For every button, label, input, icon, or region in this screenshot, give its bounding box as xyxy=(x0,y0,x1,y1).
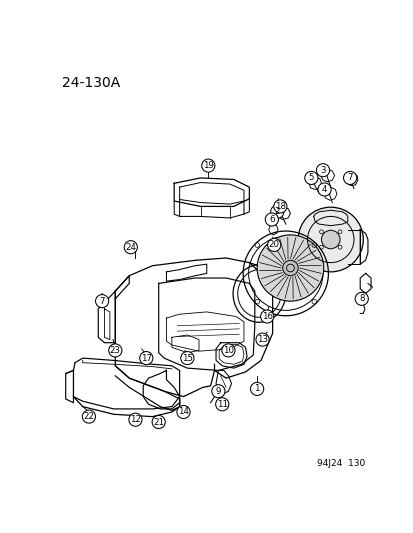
Text: 19: 19 xyxy=(202,161,213,170)
Text: 11: 11 xyxy=(216,400,227,409)
Circle shape xyxy=(320,230,339,249)
Circle shape xyxy=(176,406,190,418)
Circle shape xyxy=(273,200,286,213)
Text: 7: 7 xyxy=(99,297,104,305)
Circle shape xyxy=(304,172,317,184)
Circle shape xyxy=(354,292,368,305)
Circle shape xyxy=(255,333,268,346)
Circle shape xyxy=(201,159,214,172)
Circle shape xyxy=(256,235,323,301)
Circle shape xyxy=(343,172,356,184)
Text: 4: 4 xyxy=(321,185,327,194)
Text: 24: 24 xyxy=(125,243,136,252)
Text: 5: 5 xyxy=(308,173,313,182)
Circle shape xyxy=(297,207,363,272)
Circle shape xyxy=(128,413,142,426)
Text: 9: 9 xyxy=(215,387,221,395)
Text: 17: 17 xyxy=(140,353,152,362)
Circle shape xyxy=(109,344,121,357)
Text: 18: 18 xyxy=(274,202,285,211)
Text: 1: 1 xyxy=(254,384,259,393)
Text: 7: 7 xyxy=(347,173,352,182)
Circle shape xyxy=(250,382,263,395)
Text: 2: 2 xyxy=(274,207,279,216)
Text: 94J24  130: 94J24 130 xyxy=(317,459,365,468)
Circle shape xyxy=(152,415,165,429)
Circle shape xyxy=(316,164,329,177)
Circle shape xyxy=(267,238,280,252)
Circle shape xyxy=(270,205,283,219)
Text: 24-130A: 24-130A xyxy=(62,76,120,90)
Circle shape xyxy=(124,241,137,254)
Circle shape xyxy=(265,213,278,226)
Circle shape xyxy=(221,344,235,357)
Circle shape xyxy=(180,352,194,365)
Text: 23: 23 xyxy=(109,346,121,355)
Circle shape xyxy=(282,260,297,276)
Text: 3: 3 xyxy=(320,166,325,175)
Circle shape xyxy=(260,310,273,323)
Text: 16: 16 xyxy=(261,312,272,321)
Circle shape xyxy=(95,295,109,308)
Text: 20: 20 xyxy=(268,240,279,249)
Text: 13: 13 xyxy=(256,335,267,344)
Text: 12: 12 xyxy=(130,415,140,424)
Text: 15: 15 xyxy=(181,353,192,362)
Circle shape xyxy=(215,398,228,411)
Text: 21: 21 xyxy=(153,417,164,426)
Text: 14: 14 xyxy=(178,408,189,416)
Text: 22: 22 xyxy=(83,412,94,421)
Text: 8: 8 xyxy=(358,294,363,303)
Circle shape xyxy=(317,183,330,196)
Circle shape xyxy=(139,352,152,365)
Text: 6: 6 xyxy=(268,215,274,224)
Circle shape xyxy=(82,410,95,423)
Text: 10: 10 xyxy=(223,346,233,355)
Circle shape xyxy=(211,385,224,398)
